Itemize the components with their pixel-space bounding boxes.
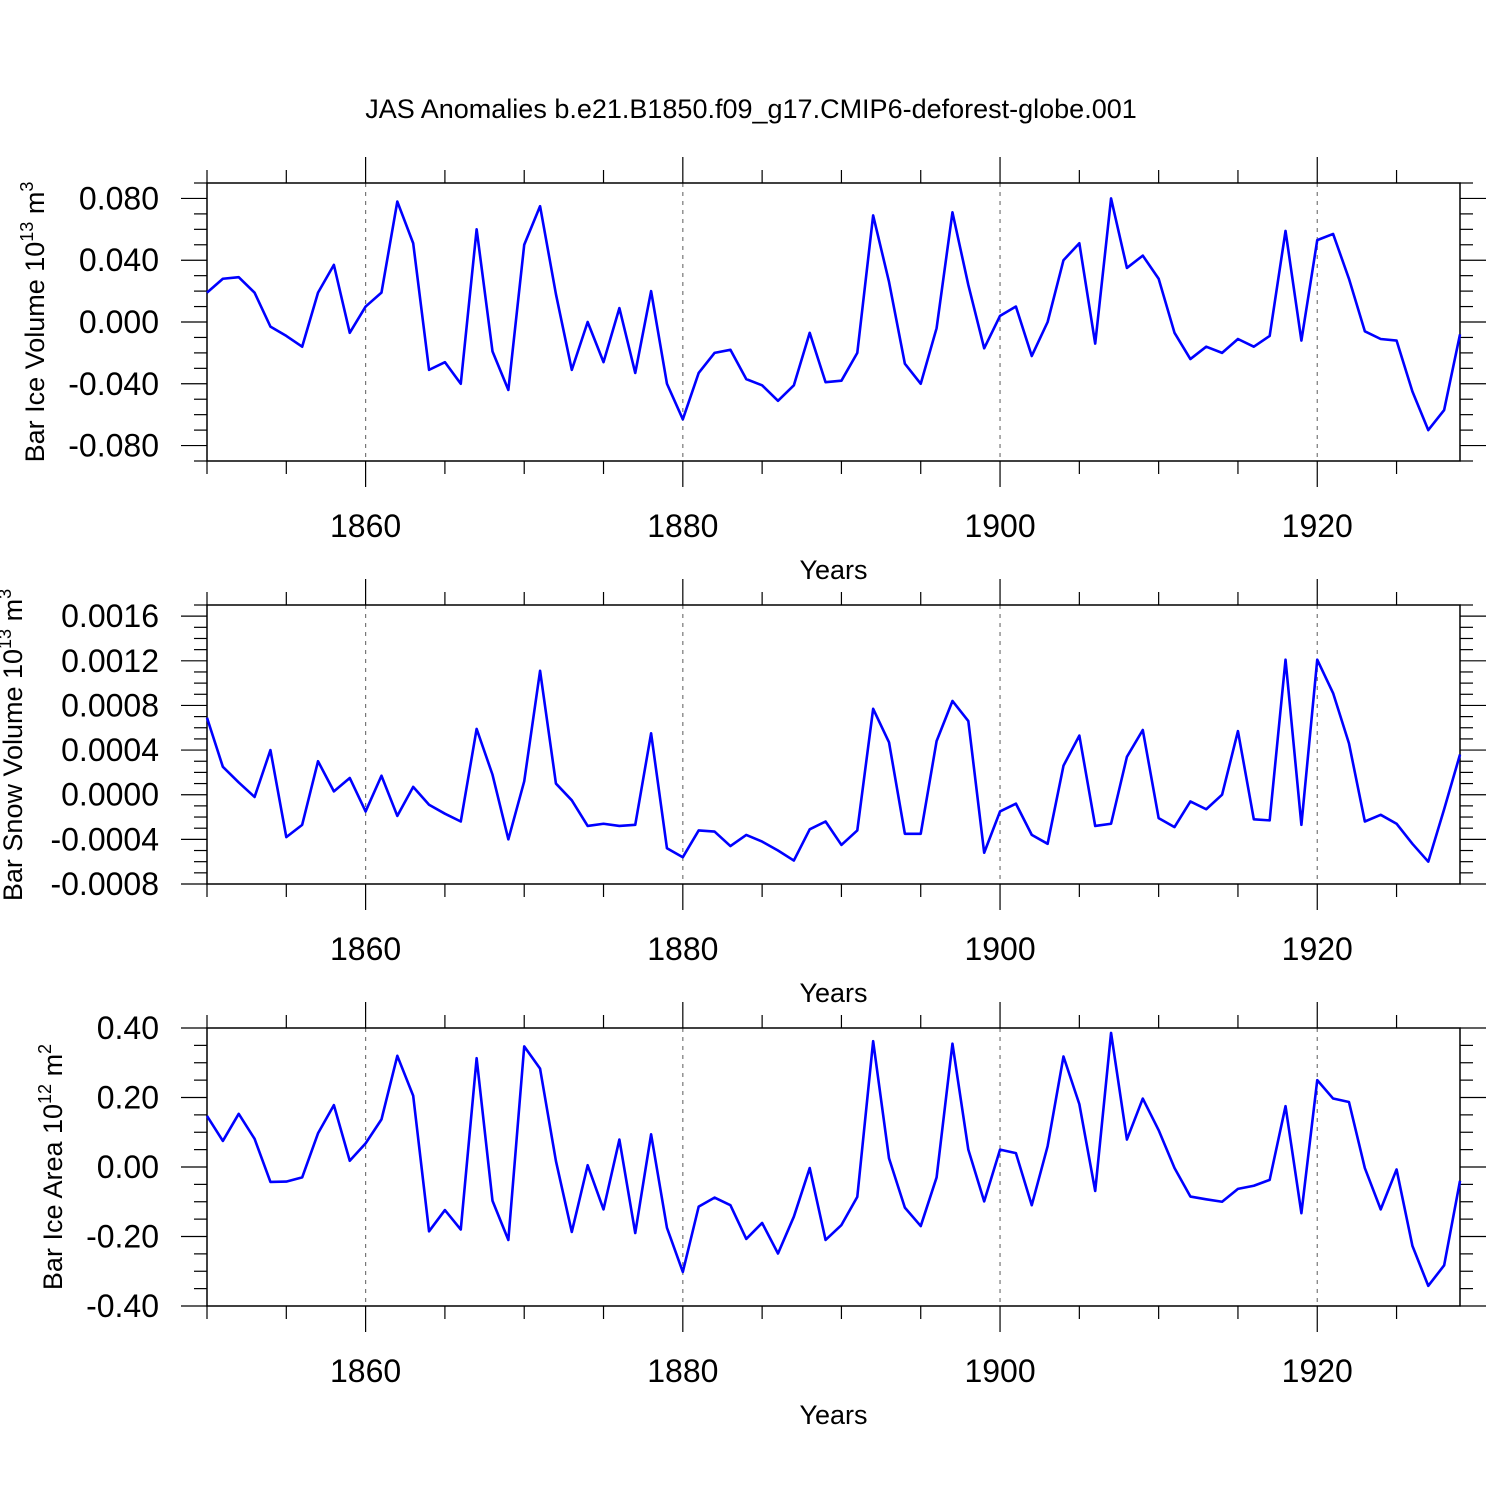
y-axis-label: Bar Ice Volume 1013 m3	[17, 182, 50, 463]
y-axis-label: Bar Ice Area 1012 m2	[35, 1044, 68, 1290]
y-axis-label-text: Bar Ice Volume 10	[20, 242, 50, 463]
x-tick-label: 1920	[1282, 931, 1353, 967]
y-tick-label: -0.40	[86, 1288, 159, 1324]
y-axis-label-exp: 13	[0, 629, 15, 649]
y-axis-label-text: Bar Ice Area 10	[38, 1104, 68, 1290]
y-axis-label-text: Bar Snow Volume 10	[0, 649, 28, 901]
x-tick-label: 1920	[1282, 508, 1353, 544]
y-axis-label: Bar Snow Volume 1013 m3	[0, 589, 28, 901]
y-axis-label-unit: m	[0, 599, 28, 629]
panel-1: 1860 1880 1900 1920 -0.080 -0.040 0.000 0.040 0.…	[17, 157, 1486, 585]
x-tick-label: 1900	[964, 508, 1035, 544]
x-tick-label: 1860	[330, 1353, 401, 1389]
panel-3: 1860 1880 1900 1920 -0.40 -0.20 0.00 0.20 0.40 Ye…	[35, 1002, 1486, 1430]
x-tick-label: 1860	[330, 931, 401, 967]
chart-panels: 1860 1880 1900 1920 -0.080 -0.040 0.000 0.040 0.…	[0, 157, 1486, 1430]
x-tick-label: 1900	[964, 931, 1035, 967]
series-line	[206, 197, 1462, 432]
panel-2: 1860 1880 1900 1920 -0.0008 -0.0004 0.0000 0.00…	[0, 579, 1486, 1008]
y-tick-label: 0.0000	[61, 777, 159, 813]
x-tick-label: 1880	[647, 1353, 718, 1389]
y-tick-label: 0.40	[97, 1010, 159, 1046]
x-axis-label: Years	[799, 978, 867, 1008]
y-tick-label: -0.0008	[50, 866, 159, 902]
plot-frame	[206, 604, 1461, 885]
y-tick-label: -0.080	[68, 428, 159, 464]
x-tick-label: 1880	[647, 931, 718, 967]
y-tick-label: 0.20	[97, 1080, 159, 1116]
series-line	[205, 1031, 1462, 1288]
x-tick-label: 1920	[1282, 1353, 1353, 1389]
x-axis-label: Years	[799, 555, 867, 585]
x-tick-label: 1880	[647, 508, 718, 544]
y-axis-label-unit: m	[38, 1054, 68, 1084]
chart-title: JAS Anomalies b.e21.B1850.f09_g17.CMIP6-…	[365, 94, 1137, 124]
y-tick-label: 0.080	[79, 180, 159, 216]
plot-frame	[206, 1027, 1461, 1307]
x-axis-label: Years	[799, 1400, 867, 1430]
y-axis-label-unit-exp: 3	[17, 182, 37, 192]
plot-frame	[206, 182, 1461, 462]
y-tick-label: -0.20	[86, 1219, 159, 1255]
y-tick-label: -0.0004	[50, 821, 159, 857]
y-tick-label: 0.0008	[61, 687, 159, 723]
y-tick-label: 0.0012	[61, 643, 159, 679]
y-axis-label-unit-exp: 2	[35, 1044, 55, 1054]
y-axis-label-exp: 13	[17, 222, 37, 242]
y-tick-label: -0.040	[68, 366, 159, 402]
y-axis-label-unit: m	[20, 192, 50, 222]
y-axis-label-unit-exp: 3	[0, 589, 15, 599]
series-line	[205, 658, 1462, 863]
y-tick-label: 0.0004	[61, 732, 159, 768]
y-tick-label: 0.000	[79, 304, 159, 340]
y-axis-label-exp: 12	[35, 1084, 55, 1104]
y-tick-label: 0.0016	[61, 598, 159, 634]
y-tick-label: 0.00	[97, 1149, 159, 1185]
x-tick-label: 1900	[964, 1353, 1035, 1389]
x-tick-label: 1860	[330, 508, 401, 544]
y-tick-label: 0.040	[79, 242, 159, 278]
